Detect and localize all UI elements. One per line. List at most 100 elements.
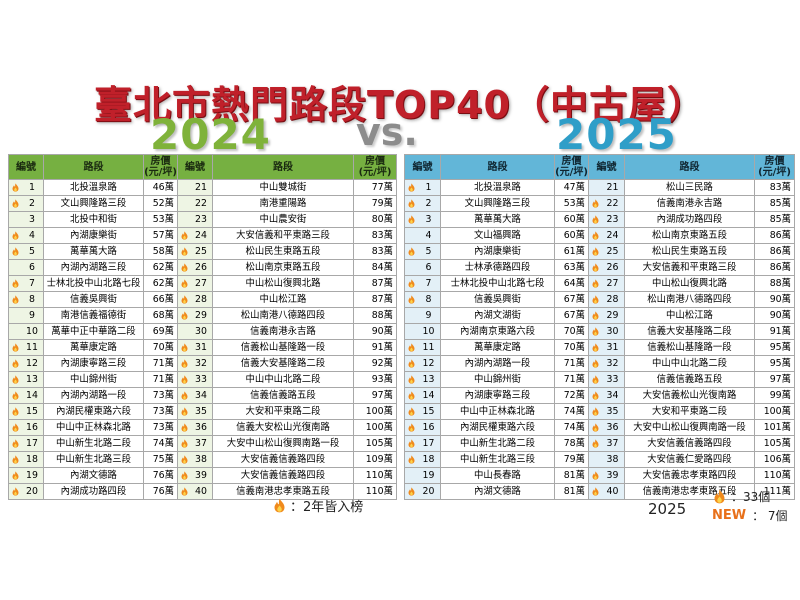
rank-cell: 37 <box>588 435 625 452</box>
rank-cell: 23 <box>177 211 213 228</box>
flame-slot <box>406 183 418 192</box>
flame-icon <box>592 247 598 256</box>
table-row: 13 中山錦州街 71萬 33 中山中山北路二段 93萬 <box>8 371 397 388</box>
price-cell: 47萬 <box>554 179 589 196</box>
flame-icon <box>181 231 187 240</box>
flame-slot <box>590 407 602 416</box>
rank-cell: 1 <box>404 179 441 196</box>
rank-cell: 31 <box>588 339 625 356</box>
flame-icon <box>408 407 414 416</box>
rank-number: 12 <box>422 358 435 369</box>
table-row: 13 中山錦州街 71萬 33 信義信義路五段 97萬 <box>404 371 795 388</box>
flame-icon <box>181 279 187 288</box>
price-cell: 76萬 <box>143 467 178 484</box>
price-cell: 110萬 <box>754 467 795 484</box>
price-cell: 90萬 <box>754 307 795 324</box>
flame-icon <box>592 215 598 224</box>
flame-slot <box>590 263 602 272</box>
road-cell: 信義南港永吉路 <box>624 195 755 212</box>
road-cell: 中山松江路 <box>212 291 354 308</box>
rank-number: 13 <box>422 374 435 385</box>
rank-number: 26 <box>606 262 619 273</box>
rank-number: 3 <box>29 214 35 225</box>
rank-cell: 25 <box>177 243 213 260</box>
rank-cell: 10 <box>8 323 44 340</box>
price-cell: 73萬 <box>143 419 178 436</box>
table-row: 19 內湖文德路 76萬 39 大安信義信義路四段 110萬 <box>8 467 397 484</box>
table-row: 15 中山中正林森北路 74萬 35 大安和平東路二段 100萬 <box>404 403 795 420</box>
flame-slot <box>406 423 418 432</box>
year-2025-heading: 2025 <box>556 110 677 159</box>
price-cell: 53萬 <box>554 195 589 212</box>
road-cell: 內湖內湖路三段 <box>43 259 144 276</box>
price-cell: 95萬 <box>754 339 795 356</box>
flame-icon <box>592 407 598 416</box>
table-row: 17 中山新生北路二段 74萬 37 大安中山松山復興南路一段 105萬 <box>8 435 397 452</box>
road-cell: 大安中山松山復興南路一段 <box>624 419 755 436</box>
rank-cell: 12 <box>8 355 44 372</box>
rank-number: 21 <box>606 182 619 193</box>
price-cell: 109萬 <box>353 451 397 468</box>
price-cell: 58萬 <box>143 243 178 260</box>
price-cell: 86萬 <box>754 227 795 244</box>
flame-icon <box>592 279 598 288</box>
flame-icon <box>181 487 187 496</box>
rank-cell: 2 <box>404 195 441 212</box>
flame-icon <box>408 455 414 464</box>
rank-cell: 34 <box>588 387 625 404</box>
flame-icon <box>592 263 598 272</box>
rank-number: 25 <box>606 246 619 257</box>
rank-number: 6 <box>29 262 35 273</box>
rank-cell: 16 <box>8 419 44 436</box>
flame-icon <box>181 375 187 384</box>
price-cell: 60萬 <box>554 211 589 228</box>
rank-number: 18 <box>422 454 435 465</box>
road-cell: 大安信義松山光復南路 <box>624 387 755 404</box>
road-cell: 內湖成功路四段 <box>624 211 755 228</box>
road-cell: 內湖民權東路六段 <box>43 403 144 420</box>
price-cell: 62萬 <box>143 259 178 276</box>
price-cell: 87萬 <box>353 275 397 292</box>
price-cell: 71萬 <box>554 371 589 388</box>
ranking-table-2025: 編號 路段 房價 (元/坪) 編號 路段 房價 (元/坪) 1 北投溫泉路 47萬 21 松… <box>404 154 795 500</box>
rank-number: 7 <box>425 278 432 289</box>
flame-slot <box>590 391 602 400</box>
price-cell: 75萬 <box>143 451 178 468</box>
road-cell: 中山錦州街 <box>440 371 555 388</box>
flame-slot <box>179 247 191 256</box>
price-cell: 83萬 <box>353 227 397 244</box>
road-cell: 中山新生北路三段 <box>43 451 144 468</box>
road-cell: 松山南港八德路四段 <box>212 307 354 324</box>
rank-cell: 18 <box>8 451 44 468</box>
rank-number: 32 <box>606 358 619 369</box>
road-cell: 南港重陽路 <box>212 195 354 212</box>
road-cell: 萬華萬大路 <box>43 243 144 260</box>
rank-number: 11 <box>422 342 435 353</box>
rank-number: 22 <box>606 198 619 209</box>
road-cell: 萬華萬大路 <box>440 211 555 228</box>
table-row: 7 士林北投中山北路七段 64萬 27 中山松山復興北路 88萬 <box>404 275 795 292</box>
rank-cell: 21 <box>177 179 213 196</box>
flame-icon <box>408 439 414 448</box>
flame-slot <box>179 407 191 416</box>
rank-cell: 28 <box>588 291 625 308</box>
flame-icon <box>12 183 18 192</box>
road-cell: 萬華康定路 <box>440 339 555 356</box>
flame-slot <box>179 455 191 464</box>
price-cell: 86萬 <box>754 259 795 276</box>
rank-number: 31 <box>606 342 619 353</box>
flame-slot <box>10 455 22 464</box>
rank-cell: 31 <box>177 339 213 356</box>
table-row: 4 內湖康樂街 57萬 24 大安信義和平東路三段 83萬 <box>8 227 397 244</box>
rank-cell: 36 <box>588 419 625 436</box>
price-cell: 67萬 <box>554 291 589 308</box>
vs-label: vs. <box>356 110 418 154</box>
rank-cell: 3 <box>8 211 44 228</box>
flame-slot <box>406 455 418 464</box>
flame-slot <box>10 423 22 432</box>
rank-number: 37 <box>606 438 619 449</box>
rank-number: 6 <box>425 262 432 273</box>
header-rank: 編號 <box>177 154 213 180</box>
legend-flame-count: ：33個 <box>712 488 770 505</box>
flame-icon <box>12 199 18 208</box>
